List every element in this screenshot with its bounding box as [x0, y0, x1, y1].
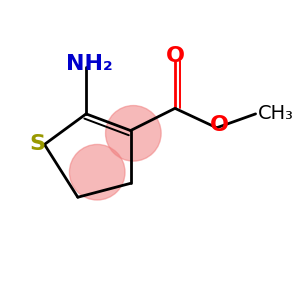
- Text: NH₂: NH₂: [65, 54, 112, 74]
- Text: S: S: [29, 134, 46, 154]
- Text: O: O: [210, 115, 229, 135]
- Circle shape: [69, 144, 125, 200]
- Text: CH₃: CH₃: [258, 104, 294, 123]
- Circle shape: [106, 106, 161, 161]
- Text: O: O: [166, 46, 184, 65]
